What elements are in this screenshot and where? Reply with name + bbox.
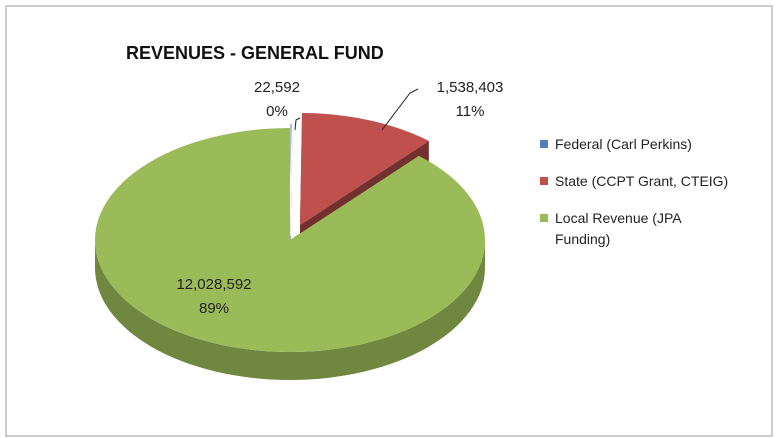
legend: Federal (Carl Perkins) State (CCPT Grant,…	[540, 134, 740, 266]
legend-item: Local Revenue (JPA Funding)	[540, 208, 730, 250]
slice-side	[95, 240, 485, 380]
legend-label: Federal (Carl Perkins)	[555, 136, 692, 152]
data-label: 11%	[456, 103, 485, 120]
legend-swatch	[540, 140, 548, 148]
legend-swatch	[540, 177, 548, 185]
data-label: 1,538,403	[437, 79, 504, 96]
data-label: 0%	[266, 103, 288, 120]
chart-title: REVENUES - GENERAL FUND	[126, 43, 384, 63]
legend-label: State (CCPT Grant, CTEIG)	[555, 173, 729, 189]
data-label: 89%	[199, 300, 229, 317]
slice	[289, 122, 293, 236]
leader-line	[381, 88, 419, 131]
legend-label: Local Revenue (JPA Funding)	[555, 210, 681, 247]
legend-item: Federal (Carl Perkins)	[540, 134, 730, 155]
slice	[95, 128, 486, 352]
legend-item: State (CCPT Grant, CTEIG)	[540, 171, 730, 192]
data-label: 22,592	[254, 79, 300, 96]
data-label: 12,028,592	[176, 276, 251, 293]
leader-line	[294, 117, 301, 131]
slice	[300, 112, 429, 225]
legend-swatch	[540, 214, 548, 222]
